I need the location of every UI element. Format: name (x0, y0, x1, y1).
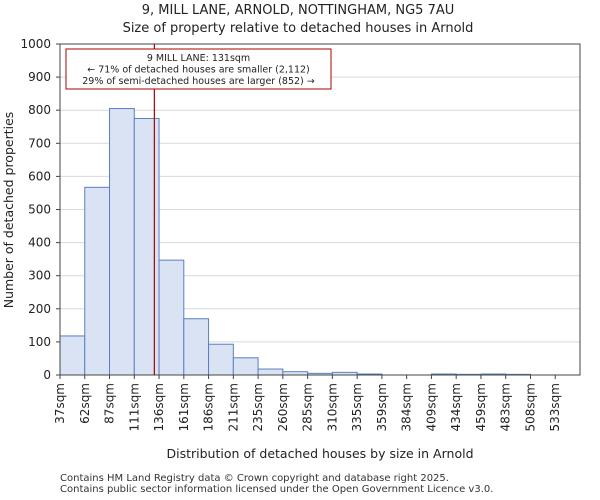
x-tick-label: 260sqm (276, 383, 290, 431)
footer-line-1: Contains HM Land Registry data © Crown c… (60, 473, 449, 484)
x-tick-label: 508sqm (523, 383, 537, 431)
annotation-line: ← 71% of detached houses are smaller (2,… (87, 65, 310, 76)
x-tick-label: 161sqm (177, 383, 191, 431)
x-tick-label: 359sqm (375, 383, 389, 431)
x-tick-label: 136sqm (152, 383, 166, 431)
y-tick-label: 1000 (20, 37, 51, 51)
y-tick-label: 100 (28, 335, 51, 349)
bars (59, 108, 531, 376)
y-axis-title: Number of detached properties (1, 112, 16, 309)
chart-subtitle: Size of property relative to detached ho… (123, 21, 474, 36)
bar-37sqm (59, 335, 86, 376)
y-tick-label: 0 (43, 368, 51, 382)
y-tick-label: 500 (28, 203, 51, 217)
footer-line-2: Contains public sector information licen… (60, 484, 494, 495)
x-tick-label: 310sqm (325, 383, 339, 431)
x-tick-labels: 37sqm 62sqm 87sqm 111sqm 136sqm 161sqm 186sqm 2… (53, 375, 562, 431)
x-tick-label: 384sqm (400, 383, 414, 431)
x-tick-label: 62sqm (78, 383, 92, 424)
x-tick-label: 434sqm (449, 383, 463, 431)
bar-235sqm (257, 368, 284, 376)
x-tick-label: 459sqm (474, 383, 488, 431)
x-tick-label: 186sqm (202, 383, 216, 431)
x-axis-title: Distribution of detached houses by size … (166, 446, 473, 461)
x-tick-label: 235sqm (251, 383, 265, 431)
annotation-line: 29% of semi-detached houses are larger (… (82, 76, 315, 87)
y-tick-label: 900 (28, 70, 51, 84)
bar-111sqm (133, 117, 160, 376)
x-tick-label: 483sqm (499, 383, 513, 431)
x-tick-label: 335sqm (350, 383, 364, 431)
y-tick-labels: 0 100 200 300 400 500 600 700 800 900 1000 (20, 37, 60, 382)
x-tick-label: 285sqm (301, 383, 315, 431)
chart-title: 9, MILL LANE, ARNOLD, NOTTINGHAM, NG5 7A… (142, 3, 455, 18)
y-tick-label: 700 (28, 136, 51, 150)
bar-62sqm (84, 186, 111, 376)
footer: Contains HM Land Registry data © Crown c… (60, 473, 493, 495)
bar-211sqm (232, 357, 259, 376)
annotation-line: 9 MILL LANE: 131sqm (147, 53, 250, 64)
bar-136sqm (158, 259, 185, 376)
bar-87sqm (109, 108, 135, 376)
y-tick-label: 800 (28, 103, 51, 117)
x-tick-label: 87sqm (103, 383, 117, 424)
y-tick-label: 600 (28, 169, 51, 183)
annotation-box (65, 48, 332, 90)
x-tick-label: 211sqm (226, 383, 240, 431)
property-marker: 9 MILL LANE: 131sqm← 71% of detached hou… (65, 44, 332, 375)
y-tick-label: 400 (28, 236, 51, 250)
x-tick-label: 111sqm (127, 383, 141, 431)
bar-161sqm (183, 318, 210, 376)
x-tick-label: 533sqm (548, 383, 562, 431)
x-tick-label: 409sqm (424, 383, 438, 431)
x-tick-label: 37sqm (53, 383, 67, 424)
y-tick-label: 200 (28, 302, 51, 316)
bar-186sqm (208, 343, 234, 376)
y-tick-label: 300 (28, 269, 51, 283)
